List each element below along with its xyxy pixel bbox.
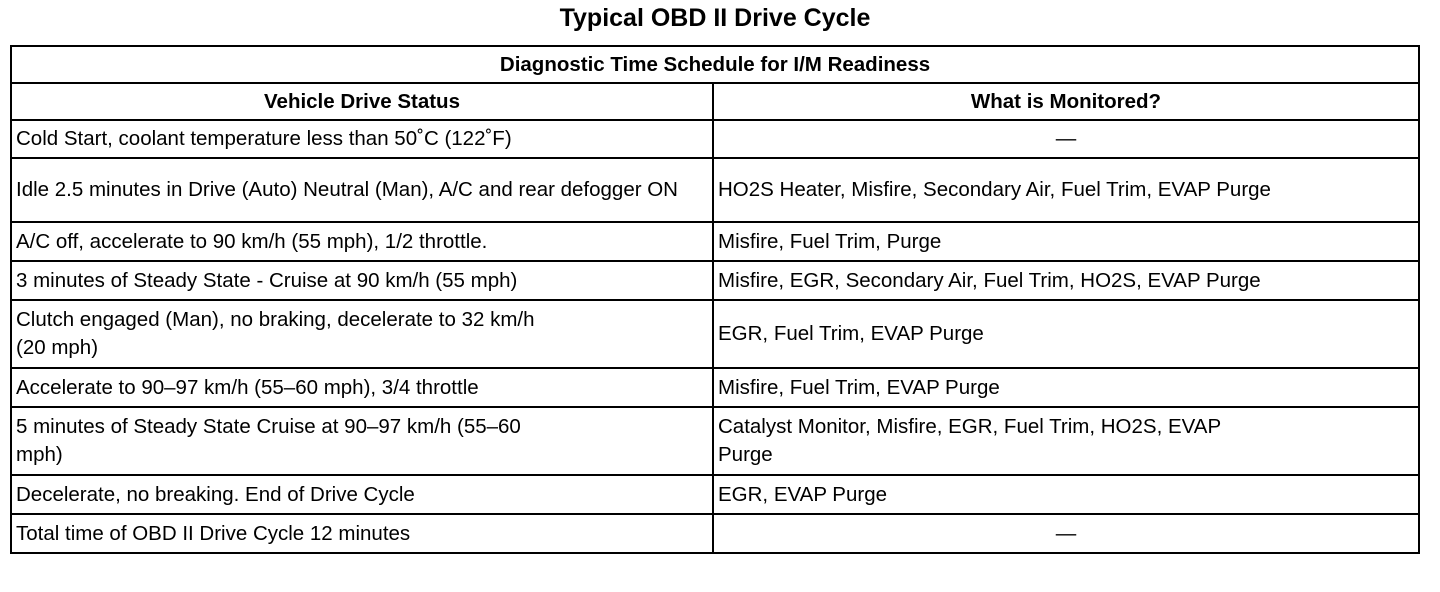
drive-status-cell: A/C off, accelerate to 90 km/h (55 mph),…: [10, 221, 714, 262]
table-row: 5 minutes of Steady State Cruise at 90–9…: [10, 406, 1421, 476]
drive-status-cell: Decelerate, no breaking. End of Drive Cy…: [10, 474, 714, 515]
table-caption: Diagnostic Time Schedule for I/M Readine…: [9, 45, 1421, 84]
monitored-cell: EGR, EVAP Purge: [711, 474, 1421, 515]
drive-cycle-table: Diagnostic Time Schedule for I/M Readine…: [9, 45, 1421, 554]
drive-status-cell: 3 minutes of Steady State - Cruise at 90…: [10, 260, 714, 301]
column-header-monitored: What is Monitored?: [711, 82, 1421, 121]
table-row: A/C off, accelerate to 90 km/h (55 mph),…: [10, 221, 1421, 262]
table-row: Clutch engaged (Man), no braking, decele…: [10, 299, 1421, 369]
drive-status-cell: Accelerate to 90–97 km/h (55–60 mph), 3/…: [10, 367, 714, 408]
monitored-cell: —: [711, 513, 1421, 554]
monitored-cell: EGR, Fuel Trim, EVAP Purge: [711, 299, 1421, 369]
column-header-status: Vehicle Drive Status: [10, 82, 714, 121]
monitored-cell: —: [711, 119, 1421, 159]
table-row: Decelerate, no breaking. End of Drive Cy…: [10, 474, 1421, 515]
table-caption-row: Diagnostic Time Schedule for I/M Readine…: [9, 45, 1421, 84]
table-header-row: Vehicle Drive Status What is Monitored?: [10, 82, 1421, 121]
drive-status-cell: 5 minutes of Steady State Cruise at 90–9…: [10, 406, 714, 476]
drive-status-cell: Cold Start, coolant temperature less tha…: [10, 119, 714, 159]
monitored-cell: Catalyst Monitor, Misfire, EGR, Fuel Tri…: [711, 406, 1421, 476]
table-row: Cold Start, coolant temperature less tha…: [10, 119, 1421, 159]
monitored-cell: Misfire, Fuel Trim, EVAP Purge: [711, 367, 1421, 408]
page-title: Typical OBD II Drive Cycle: [559, 4, 871, 32]
drive-status-cell: Total time of OBD II Drive Cycle 12 minu…: [10, 513, 714, 554]
drive-status-cell: Clutch engaged (Man), no braking, decele…: [10, 299, 714, 369]
monitored-cell: HO2S Heater, Misfire, Secondary Air, Fue…: [711, 157, 1421, 223]
table-row: Accelerate to 90–97 km/h (55–60 mph), 3/…: [10, 367, 1421, 408]
drive-status-cell: Idle 2.5 minutes in Drive (Auto) Neutral…: [10, 157, 714, 223]
table-row: Idle 2.5 minutes in Drive (Auto) Neutral…: [10, 157, 1421, 223]
table-row: 3 minutes of Steady State - Cruise at 90…: [10, 260, 1421, 301]
monitored-cell: Misfire, Fuel Trim, Purge: [711, 221, 1421, 262]
table-row: Total time of OBD II Drive Cycle 12 minu…: [10, 513, 1421, 554]
monitored-cell: Misfire, EGR, Secondary Air, Fuel Trim, …: [711, 260, 1421, 301]
